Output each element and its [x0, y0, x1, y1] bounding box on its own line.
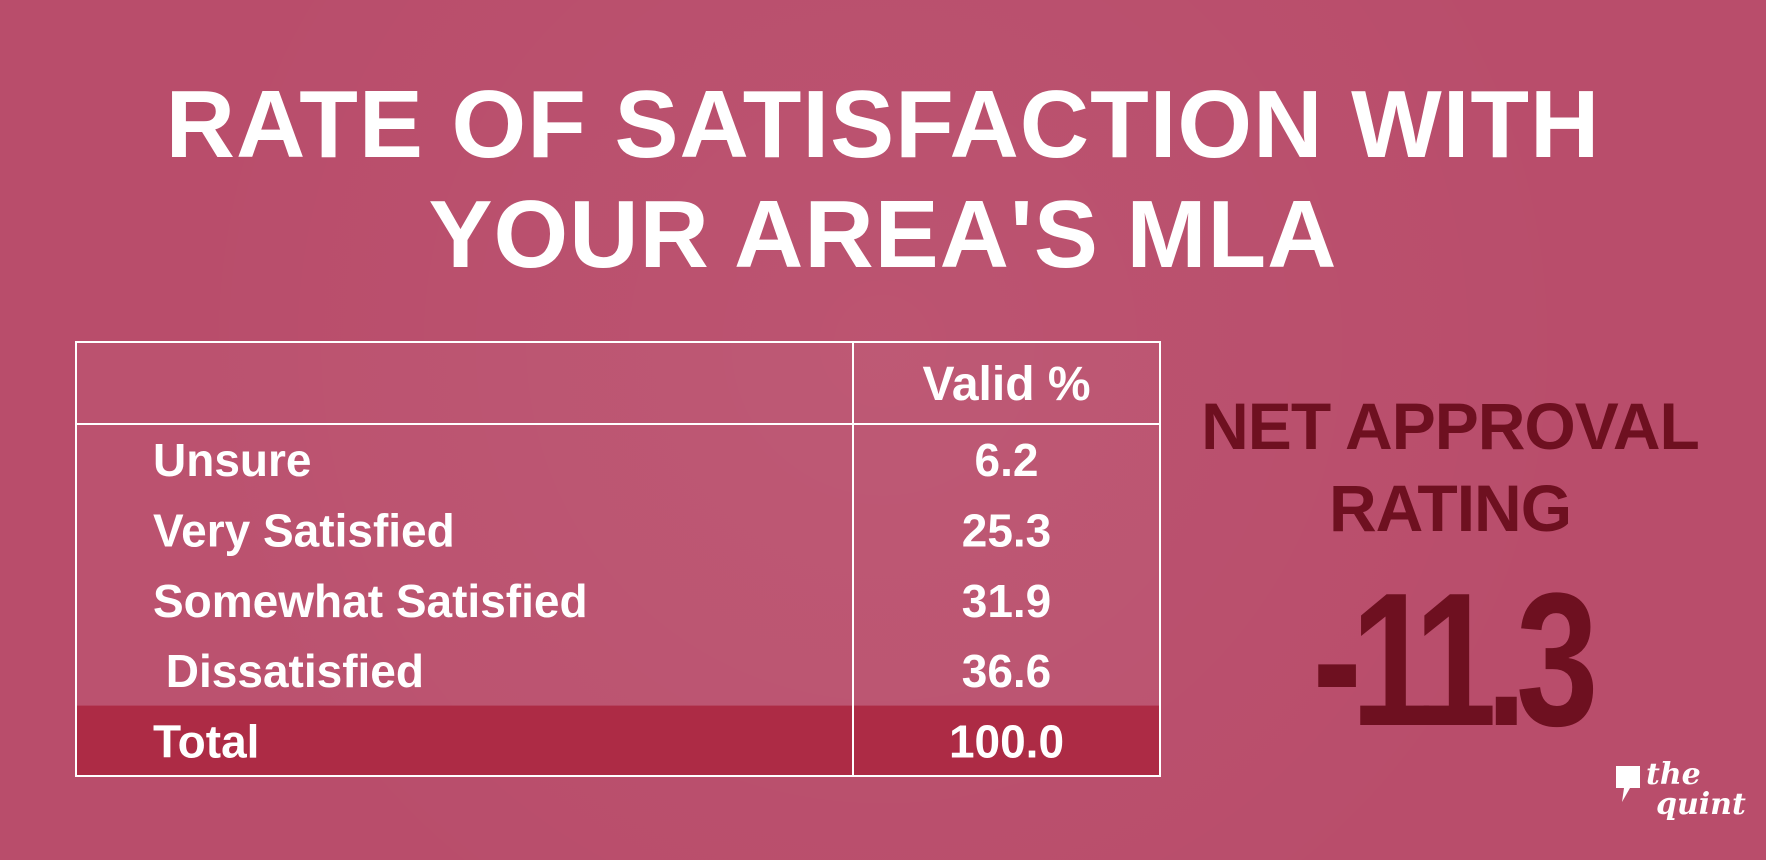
- row-value: 100.0: [949, 716, 1064, 768]
- logo-text-line-1: the: [1646, 757, 1701, 792]
- net-approval-label: NET APPROVAL RATING: [1180, 385, 1720, 549]
- row-value: 6.2: [975, 434, 1039, 486]
- the-quint-logo: the quint: [1612, 760, 1746, 840]
- net-approval-value: -11.3: [1312, 554, 1598, 766]
- column-header-valid-pct: Valid %: [922, 358, 1090, 411]
- row-value: 31.9: [962, 575, 1052, 627]
- title-line-1: RATE OF SATISFACTION WITH: [165, 71, 1601, 178]
- row-value: 25.3: [962, 504, 1052, 556]
- row-label: Dissatisfied: [153, 645, 424, 697]
- row-label: Total: [153, 716, 259, 768]
- net-approval-label-line-1: NET APPROVAL: [1201, 389, 1700, 463]
- row-label: Unsure: [153, 434, 311, 486]
- title-line-2: YOUR AREA'S MLA: [428, 181, 1338, 288]
- speech-bubble-icon: [1616, 766, 1640, 802]
- chart-title: RATE OF SATISFACTION WITH YOUR AREA'S ML…: [0, 70, 1766, 290]
- row-label: Very Satisfied: [153, 504, 455, 556]
- row-label: Somewhat Satisfied: [153, 575, 588, 627]
- total-row-highlight: [76, 705, 1160, 776]
- table-border: [75, 341, 1161, 777]
- logo-text-line-2: quint: [1656, 787, 1746, 822]
- row-value: 36.6: [962, 645, 1052, 697]
- net-approval-label-line-2: RATING: [1328, 471, 1572, 545]
